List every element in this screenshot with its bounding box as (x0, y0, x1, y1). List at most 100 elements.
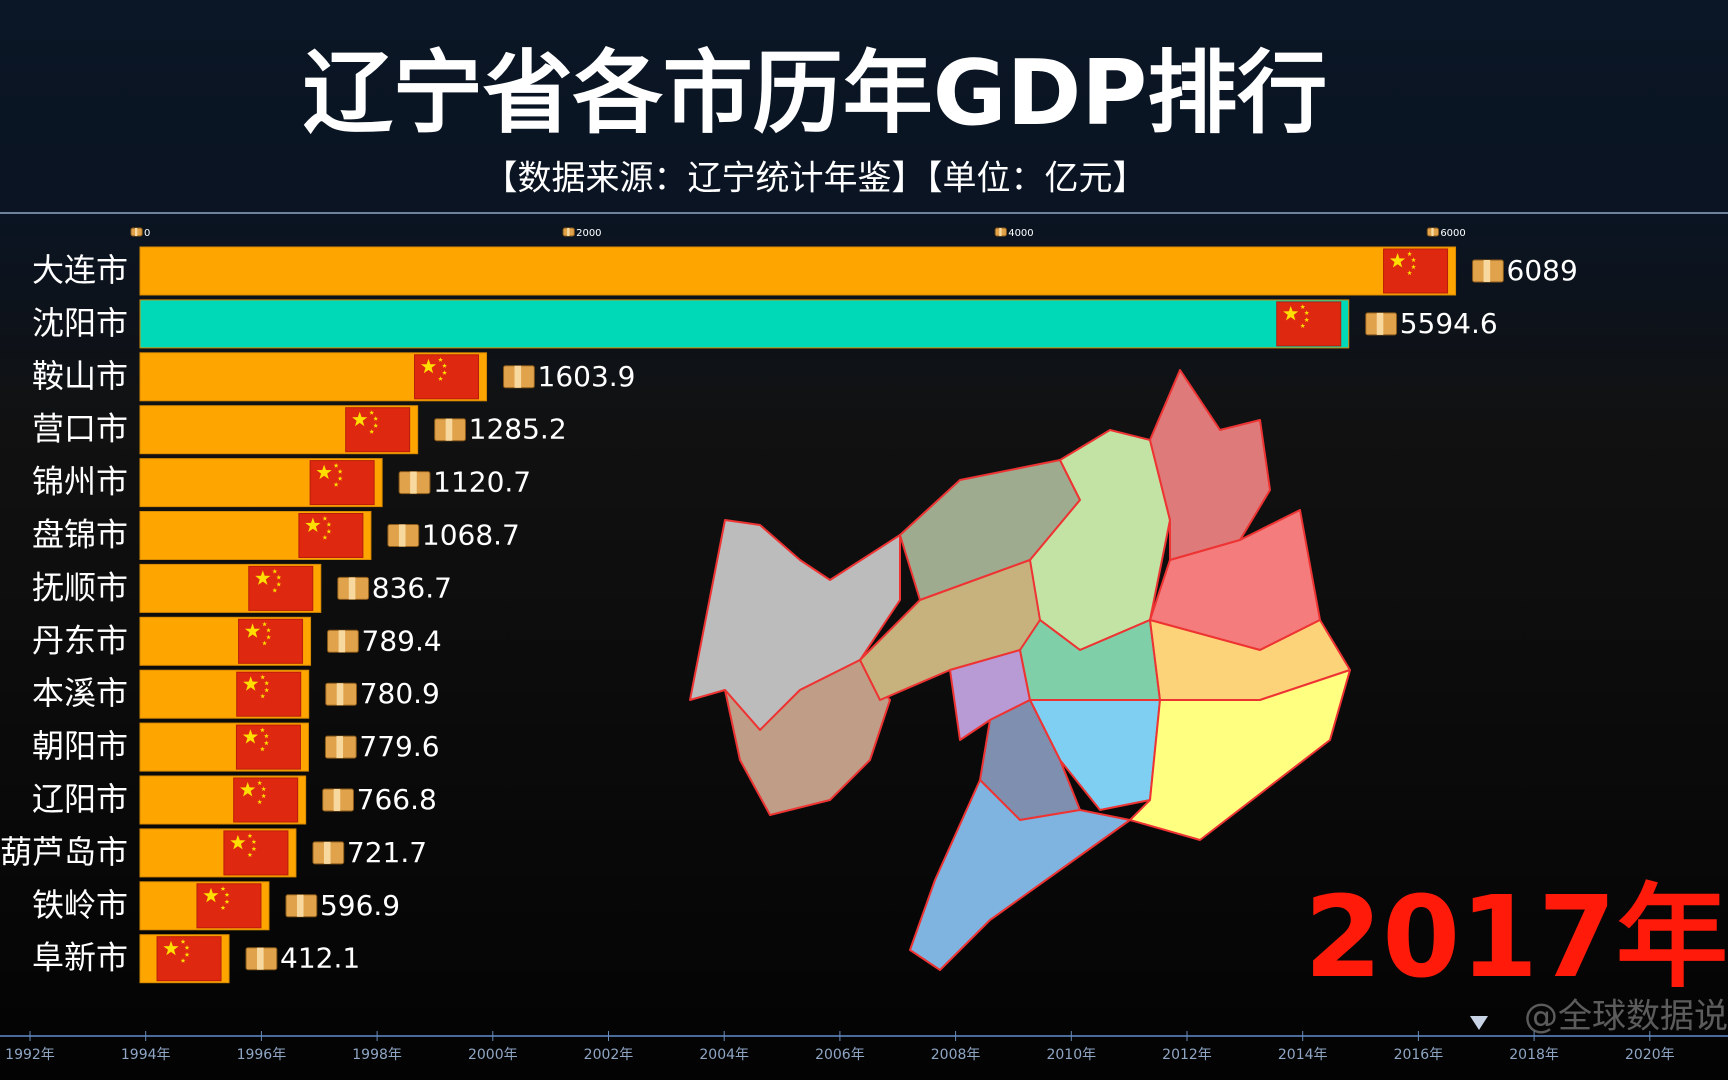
flag-icon (1276, 301, 1342, 347)
coin-icon-band (333, 789, 341, 811)
chart-title: 辽宁省各市历年GDP排行 (303, 41, 1328, 146)
value-label: 1068.7 (422, 519, 520, 552)
coin-icon-band (257, 947, 264, 970)
flag-star (247, 852, 253, 857)
x-tick-label: 6000 (1440, 228, 1465, 239)
map-region (909, 779, 1131, 971)
timeline-label: 2000年 (468, 1047, 518, 1063)
flag-icon (233, 777, 299, 823)
flag-star (224, 892, 230, 897)
flag-star (326, 528, 332, 534)
flag-star (180, 958, 186, 963)
flag-icon (1383, 248, 1449, 294)
flag-star (373, 423, 379, 428)
flag-star (322, 515, 328, 521)
flag-star (163, 940, 179, 956)
flag-star (442, 363, 447, 368)
flag-icon (223, 830, 289, 876)
flag-star (369, 410, 375, 415)
flag-star (1304, 310, 1310, 315)
flag-icon (236, 671, 302, 717)
flag-star (276, 581, 282, 587)
flag-icon (238, 618, 304, 664)
y-tick-label: 葫芦岛市 (0, 833, 128, 871)
chart-subtitle: 【数据来源：辽宁统计年鉴】【单位：亿元】 (484, 159, 1147, 199)
timeline-label: 2012年 (1162, 1047, 1212, 1063)
period-label: 2017年 (1304, 873, 1728, 1003)
province-map (689, 369, 1351, 971)
flag-icon (156, 936, 222, 982)
timeline-label: 2016年 (1394, 1047, 1444, 1063)
coin-icon-band (1376, 312, 1384, 335)
y-tick-label: 辽阳市 (32, 780, 128, 818)
y-tick-label: 大连市 (32, 251, 128, 289)
flag-star (251, 839, 257, 844)
coin-icon-band (336, 683, 344, 706)
coin-icon-band (514, 365, 522, 388)
flag-star (255, 570, 271, 585)
value-label: 780.9 (360, 677, 440, 710)
flag-star (333, 463, 339, 468)
flag-star (244, 623, 261, 638)
watermark: @全球数据说 (1524, 997, 1728, 1037)
flag-star (276, 574, 282, 580)
flag-star (305, 517, 321, 532)
flag-star (373, 416, 379, 421)
coin-icon-band (410, 471, 417, 494)
flag-star (1300, 304, 1306, 309)
flag-star (257, 780, 263, 786)
coin-icon-band (338, 630, 346, 653)
coin-icon-band (1431, 228, 1434, 236)
flag-star (272, 568, 278, 574)
flag-star (438, 357, 443, 362)
y-tick-label: 锦州市 (32, 463, 128, 501)
flag-star (337, 476, 343, 481)
flag-star (1411, 257, 1416, 263)
value-label: 766.8 (357, 783, 437, 816)
flag-star (264, 733, 269, 739)
flag-star (242, 729, 258, 744)
y-tick-label: 沈阳市 (32, 304, 128, 342)
flag-star (1411, 264, 1416, 270)
y-tick-label: 铁岭市 (32, 886, 128, 924)
value-label: 5594.6 (1400, 307, 1498, 340)
flag-star (333, 482, 339, 487)
bar (139, 246, 1457, 296)
coin-icon-band (296, 894, 304, 917)
value-label: 779.6 (359, 730, 439, 763)
map-region (1149, 369, 1271, 561)
y-tick-label: 朝阳市 (32, 727, 128, 765)
y-tick-label: 鞍山市 (32, 357, 128, 395)
flag-star (220, 886, 226, 891)
timeline-label: 2020年 (1625, 1047, 1675, 1063)
value-label: 412.1 (280, 942, 360, 975)
flag-icon (248, 565, 314, 611)
flag-star (438, 376, 443, 381)
flag-star (220, 905, 226, 910)
flag-star (261, 793, 267, 799)
flag-star (243, 676, 259, 691)
flag-icon (235, 724, 301, 770)
value-label: 836.7 (372, 571, 452, 604)
flag-star (230, 834, 246, 850)
y-tick-label: 营口市 (32, 410, 128, 448)
map-region (1129, 669, 1351, 841)
value-label: 596.9 (320, 889, 400, 922)
value-label: 6089 (1507, 254, 1578, 287)
timeline-label: 2002年 (584, 1047, 634, 1063)
coin-icon-band (336, 736, 344, 759)
flag-star (184, 945, 190, 950)
value-label: 1603.9 (538, 360, 636, 393)
flag-icon (298, 513, 364, 558)
value-label: 789.4 (362, 624, 442, 657)
flag-star (260, 674, 266, 680)
timeline-label: 2010年 (1046, 1047, 1096, 1063)
timeline-label: 1998年 (352, 1047, 402, 1063)
flag-icon (345, 407, 411, 453)
flag-star (1407, 270, 1412, 276)
y-tick-label: 抚顺市 (32, 568, 128, 606)
x-tick-label: 0 (144, 228, 150, 239)
flag-star (369, 429, 375, 434)
